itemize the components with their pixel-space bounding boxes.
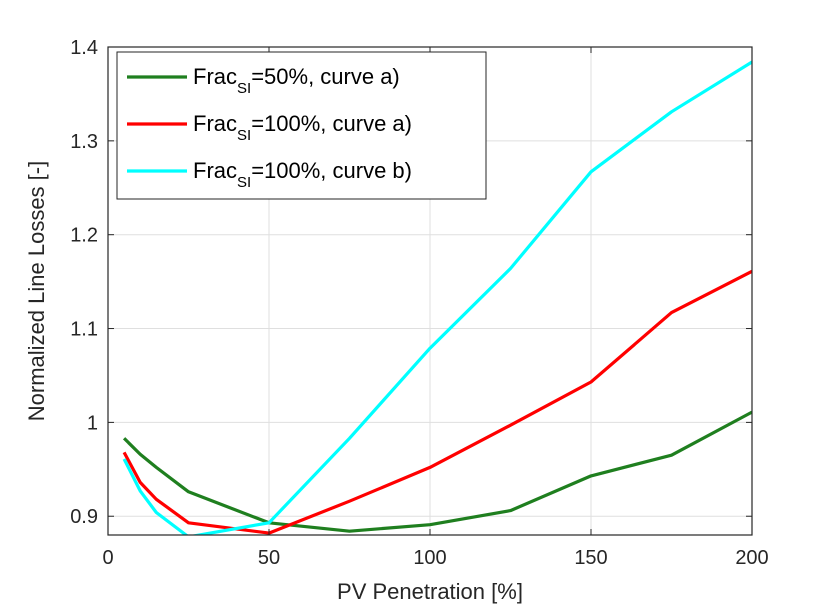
x-tick-label: 0 bbox=[102, 547, 113, 569]
axis-ticks: 0 50 100 150 200 0.9 1 1.1 1.2 1.3 1.4 bbox=[70, 37, 769, 569]
y-tick-label: 1.4 bbox=[70, 37, 98, 59]
legend-entry-3: FracSI=100%, curve b) bbox=[193, 158, 412, 191]
x-tick-label: 100 bbox=[413, 547, 446, 569]
y-tick-label: 0.9 bbox=[70, 506, 98, 528]
y-axis-label: Normalized Line Losses [-] bbox=[24, 161, 49, 421]
legend-entry-1: FracSI=50%, curve a) bbox=[193, 64, 400, 97]
y-tick-label: 1.3 bbox=[70, 131, 98, 153]
series-layer bbox=[122, 60, 752, 535]
y-tick-label: 1 bbox=[87, 412, 98, 434]
x-tick-label: 50 bbox=[258, 547, 280, 569]
legend-entry-2: FracSI=100%, curve a) bbox=[193, 111, 412, 144]
series-line-2 bbox=[122, 269, 752, 535]
legend: FracSI=50%, curve a) FracSI=100%, curve a… bbox=[116, 51, 487, 200]
y-tick-label: 1.2 bbox=[70, 225, 98, 247]
x-axis-label: PV Penetration [%] bbox=[337, 579, 523, 604]
series-line-3 bbox=[122, 60, 752, 535]
x-tick-label: 150 bbox=[574, 547, 607, 569]
x-tick-label: 200 bbox=[735, 547, 768, 569]
y-tick-label: 1.1 bbox=[70, 319, 98, 341]
series-line-1 bbox=[122, 410, 752, 533]
